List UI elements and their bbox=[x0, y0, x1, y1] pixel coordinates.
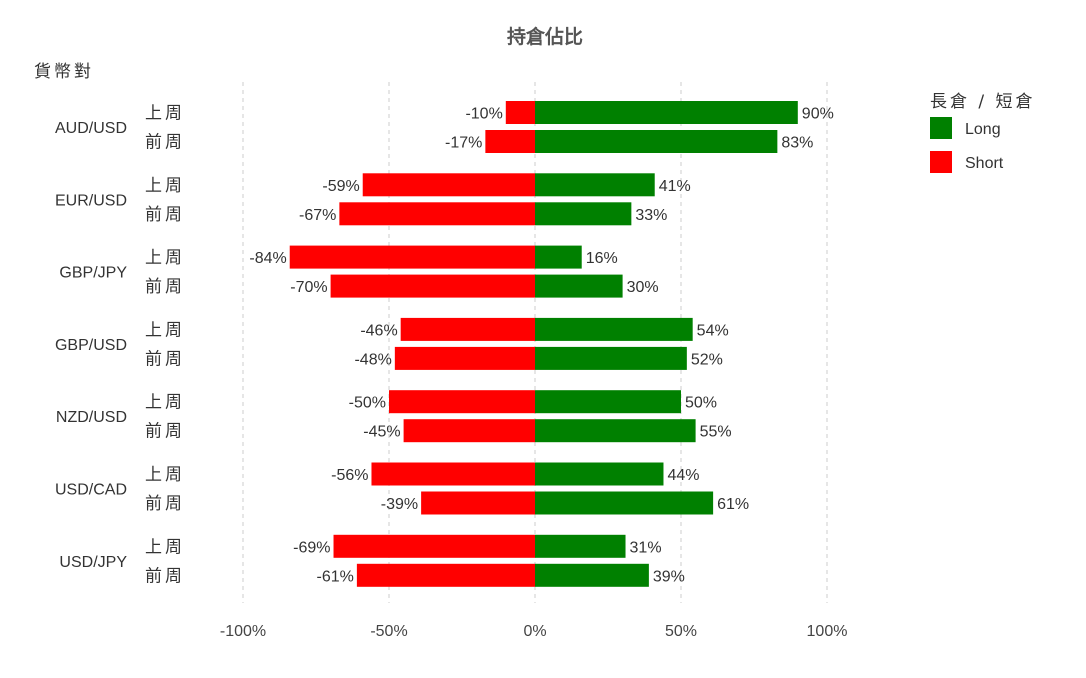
x-tick-label: 100% bbox=[807, 623, 848, 640]
long-bar bbox=[535, 419, 696, 443]
short-bar bbox=[330, 274, 535, 298]
long-value-label: 33% bbox=[635, 207, 667, 224]
pair-label: NZD/USD bbox=[56, 409, 127, 426]
period-label: 前周 bbox=[145, 349, 185, 369]
long-bar bbox=[535, 563, 649, 587]
legend-swatch-short bbox=[930, 151, 952, 173]
long-bar bbox=[535, 245, 582, 269]
long-bar bbox=[535, 130, 778, 153]
pair-label: USD/CAD bbox=[55, 482, 127, 499]
short-bar bbox=[394, 346, 535, 370]
short-value-label: -70% bbox=[290, 279, 327, 296]
short-bar bbox=[339, 202, 535, 226]
long-value-label: 83% bbox=[781, 135, 813, 152]
long-value-label: 41% bbox=[659, 178, 691, 195]
long-value-label: 31% bbox=[630, 539, 662, 556]
long-bar bbox=[535, 491, 714, 515]
x-tick-label: -50% bbox=[370, 623, 407, 640]
short-bar bbox=[362, 173, 535, 197]
period-label: 上周 bbox=[145, 465, 185, 485]
legend-label-short: Short bbox=[965, 155, 1004, 172]
period-label: 前周 bbox=[145, 494, 185, 514]
long-value-label: 16% bbox=[586, 250, 618, 267]
legend: 長倉 / 短倉 Long Short bbox=[930, 92, 1036, 173]
x-tick-label: -100% bbox=[220, 623, 266, 640]
long-value-label: 30% bbox=[627, 279, 659, 296]
long-bar bbox=[535, 101, 798, 124]
x-axis: -100% -50% 0% 50% 100% bbox=[220, 623, 848, 640]
legend-title: 長倉 / 短倉 bbox=[930, 92, 1036, 112]
long-value-label: 44% bbox=[667, 467, 699, 484]
pair-label: AUD/USD bbox=[55, 120, 127, 137]
period-label: 前周 bbox=[145, 277, 185, 297]
long-bar bbox=[535, 202, 632, 226]
short-value-label: -50% bbox=[349, 395, 386, 412]
period-label: 前周 bbox=[145, 133, 185, 153]
short-bar bbox=[485, 130, 535, 153]
short-value-label: -39% bbox=[381, 496, 418, 513]
period-label: 上周 bbox=[145, 176, 185, 196]
short-bar bbox=[356, 563, 535, 587]
period-label: 前周 bbox=[145, 205, 185, 225]
long-value-label: 39% bbox=[653, 568, 685, 585]
legend-swatch-long bbox=[930, 117, 952, 139]
short-value-label: -61% bbox=[317, 568, 354, 585]
short-value-label: -46% bbox=[360, 322, 397, 339]
short-value-label: -48% bbox=[354, 351, 391, 368]
pair-label: GBP/USD bbox=[55, 337, 127, 354]
long-bar bbox=[535, 390, 681, 414]
labels-layer: AUD/USD 上周 -10% 90% 前周 -17% 83% EUR/USD 上周 -59% 41… bbox=[55, 104, 834, 587]
long-bar bbox=[535, 346, 687, 370]
long-bar bbox=[535, 173, 655, 197]
long-bar bbox=[535, 274, 623, 298]
pair-label: GBP/JPY bbox=[59, 265, 127, 282]
legend-label-long: Long bbox=[965, 121, 1001, 138]
short-bar bbox=[333, 534, 535, 558]
long-value-label: 55% bbox=[700, 424, 732, 441]
long-bar bbox=[535, 317, 693, 341]
period-label: 前周 bbox=[145, 566, 185, 586]
bars-layer bbox=[289, 101, 798, 587]
short-value-label: -69% bbox=[293, 539, 330, 556]
long-value-label: 90% bbox=[802, 106, 834, 123]
pair-label: USD/JPY bbox=[59, 554, 127, 571]
period-label: 上周 bbox=[145, 393, 185, 413]
pair-label: EUR/USD bbox=[55, 192, 127, 209]
short-bar bbox=[403, 419, 535, 443]
long-bar bbox=[535, 462, 664, 486]
y-axis-label: 貨幣對 bbox=[34, 62, 94, 82]
long-bar bbox=[535, 534, 626, 558]
long-value-label: 50% bbox=[685, 395, 717, 412]
long-value-label: 52% bbox=[691, 351, 723, 368]
period-label: 上周 bbox=[145, 104, 185, 124]
period-label: 上周 bbox=[145, 248, 185, 268]
long-value-label: 61% bbox=[717, 496, 749, 513]
short-value-label: -56% bbox=[331, 467, 368, 484]
x-tick-label: 50% bbox=[665, 623, 697, 640]
short-bar bbox=[389, 390, 535, 414]
short-value-label: -17% bbox=[445, 135, 482, 152]
short-bar bbox=[421, 491, 535, 515]
short-bar bbox=[505, 101, 535, 124]
short-value-label: -84% bbox=[249, 250, 286, 267]
grid-layer bbox=[242, 82, 828, 603]
x-tick-label: 0% bbox=[523, 623, 546, 640]
short-value-label: -59% bbox=[322, 178, 359, 195]
short-bar bbox=[289, 245, 535, 269]
short-value-label: -45% bbox=[363, 424, 400, 441]
long-value-label: 54% bbox=[697, 322, 729, 339]
short-value-label: -10% bbox=[465, 106, 502, 123]
short-bar bbox=[400, 317, 535, 341]
chart-title: 持倉佔比 bbox=[507, 25, 583, 48]
short-bar bbox=[371, 462, 535, 486]
period-label: 上周 bbox=[145, 537, 185, 557]
short-value-label: -67% bbox=[299, 207, 336, 224]
period-label: 上周 bbox=[145, 320, 185, 340]
period-label: 前周 bbox=[145, 422, 185, 442]
